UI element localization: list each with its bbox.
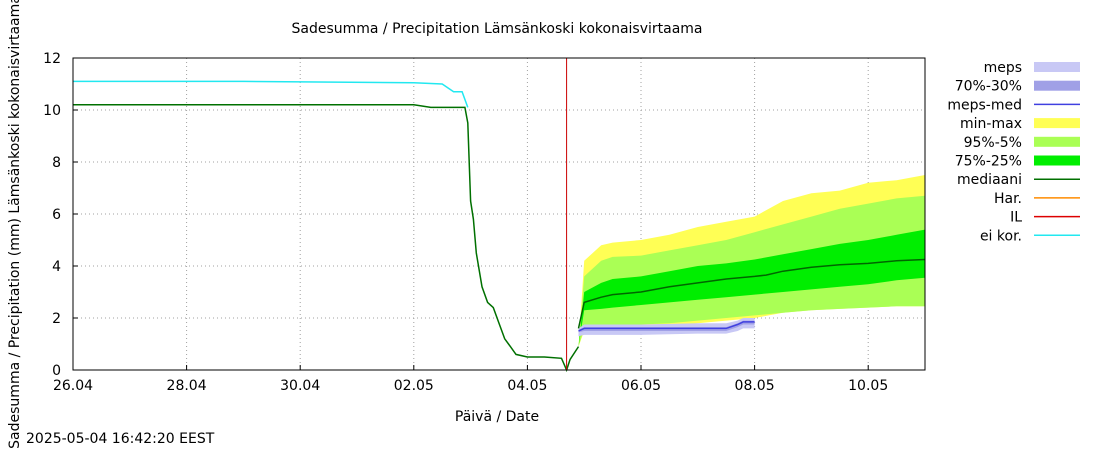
legend-item: ei kor. <box>980 228 1080 244</box>
legend-label: meps-med <box>947 97 1022 113</box>
legend-item: 70%-30% <box>955 79 1080 95</box>
chart-title: Sadesumma / Precipitation Lämsänkoski ko… <box>291 21 702 37</box>
x-tick-label: 04.05 <box>507 378 547 394</box>
y-tick-label: 2 <box>52 311 61 327</box>
y-tick-label: 8 <box>52 155 61 171</box>
x-tick-label: 02.05 <box>394 378 434 394</box>
grid <box>73 58 925 370</box>
y-tick-label: 4 <box>52 259 61 275</box>
x-tick-label: 06.05 <box>621 378 661 394</box>
legend-item: meps-med <box>947 97 1080 113</box>
series-mediaani-observed <box>73 104 580 373</box>
x-tick-label: 28.04 <box>167 378 207 394</box>
axis-ticks: 26.04 28.04 30.04 02.05 04.05 06.05 08.05 10.05… <box>43 51 888 394</box>
x-tick-label: 26.04 <box>53 378 93 394</box>
legend-label: Har. <box>994 191 1022 207</box>
series-ei-kor <box>73 80 469 108</box>
series-lines <box>73 80 926 373</box>
x-axis-label: Päivä / Date <box>455 409 539 425</box>
band-75-25- <box>570 229 925 360</box>
timestamp: 2025-05-04 16:42:20 EEST <box>26 431 215 447</box>
legend-label: 95%-5% <box>964 135 1022 151</box>
legend-label: min-max <box>960 116 1022 132</box>
legend-item: min-max <box>960 116 1080 132</box>
legend-swatch <box>1034 136 1080 147</box>
legend-item: mediaani <box>957 172 1080 188</box>
series-meps-med <box>578 321 755 332</box>
forecast-bands <box>570 175 925 360</box>
legend-item: 95%-5% <box>964 135 1080 151</box>
legend-swatch <box>1034 62 1080 72</box>
legend-item: IL <box>1010 210 1080 226</box>
y-tick-label: 10 <box>43 103 61 119</box>
legend-label: 75%-25% <box>955 154 1022 170</box>
legend-swatch <box>1034 118 1080 129</box>
legend-swatch <box>1034 155 1080 166</box>
legend-swatch <box>1034 80 1080 91</box>
legend-label: mediaani <box>957 172 1022 188</box>
legend-item: meps <box>984 60 1080 76</box>
legend-item: 75%-25% <box>955 154 1080 170</box>
legend-label: ei kor. <box>980 228 1022 244</box>
legend-label: 70%-30% <box>955 79 1022 95</box>
plot-area: 26.04 28.04 30.04 02.05 04.05 06.05 08.05 10.05… <box>43 51 926 394</box>
x-tick-label: 08.05 <box>735 378 775 394</box>
x-tick-label: 30.04 <box>280 378 320 394</box>
series-mediaani-forecast <box>577 258 926 329</box>
legend: meps 70%-30% meps-med min-max 95%-5% 75%-25% m… <box>947 60 1080 244</box>
legend-label: meps <box>984 60 1022 76</box>
y-tick-label: 6 <box>52 207 61 223</box>
band-70-30- <box>578 320 755 333</box>
legend-item: Har. <box>994 191 1080 207</box>
legend-label: IL <box>1010 210 1022 226</box>
y-tick-label: 0 <box>52 363 61 379</box>
x-tick-label: 10.05 <box>848 378 888 394</box>
y-tick-label: 12 <box>43 51 61 67</box>
y-axis-label: Sadesumma / Precipitation (mm) Lämsänkos… <box>7 0 23 449</box>
